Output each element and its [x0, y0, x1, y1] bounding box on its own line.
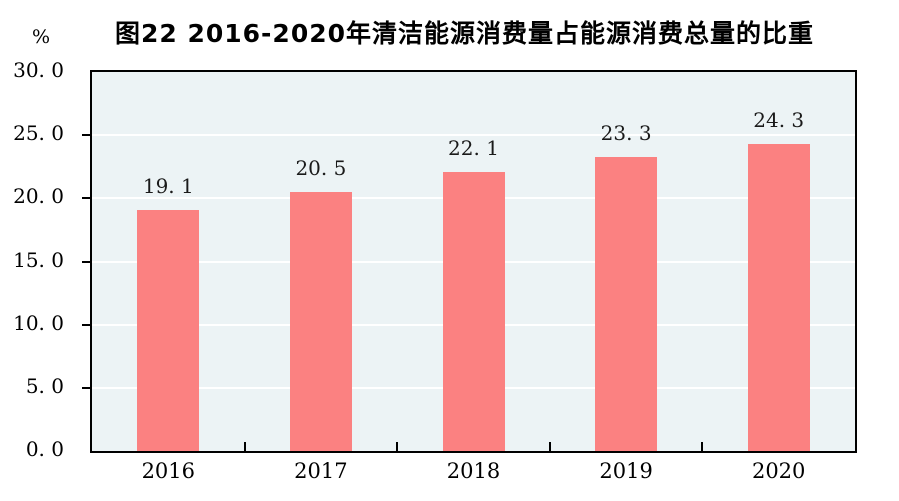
chart-title: 图22 2016-2020年清洁能源消费量占能源消费总量的比重 — [114, 19, 815, 48]
y-axis-tick-icon — [82, 323, 90, 326]
bar-value-label: 24. 3 — [753, 108, 805, 133]
x-axis-tick-icon — [243, 442, 246, 451]
y-axis-tick-icon — [82, 386, 90, 389]
y-axis-tick-label: 20. 0 — [13, 184, 64, 209]
y-axis-tick-label: 30. 0 — [13, 58, 64, 82]
bar — [442, 171, 505, 451]
x-axis-tick-label: 2016 — [141, 459, 196, 483]
y-axis-tick-icon — [82, 134, 90, 137]
y-axis-tick-label: 15. 0 — [13, 247, 64, 272]
x-axis-tick-label: 2017 — [294, 459, 348, 483]
bar-value-label: 20. 5 — [295, 156, 347, 181]
bar — [595, 156, 658, 451]
plot-area: 19. 1 20. 5 22. 1 23. 3 24. 3 — [82, 70, 857, 453]
gridline — [92, 134, 855, 137]
bar — [747, 144, 810, 451]
y-axis-tick-label: 25. 0 — [13, 121, 64, 146]
x-axis-tick-label: 2020 — [751, 459, 806, 483]
bar-value-label: 22. 1 — [448, 135, 499, 160]
x-axis-tick-icon — [396, 442, 399, 451]
x-axis-tick-label: 2019 — [599, 459, 653, 483]
bar-value-label: 23. 3 — [600, 120, 652, 145]
y-axis-tick-icon — [82, 260, 90, 263]
x-axis-tick-icon — [701, 442, 704, 451]
y-axis-unit-label: % — [32, 26, 51, 48]
y-axis-tick-label: 0. 0 — [25, 437, 64, 461]
bar — [289, 192, 352, 451]
bar-value-label: 19. 1 — [142, 173, 194, 198]
bar — [137, 209, 200, 451]
x-axis-tick-label: 2018 — [446, 459, 501, 483]
y-axis-tick-icon — [82, 197, 90, 200]
y-axis-tick-label: 5. 0 — [25, 373, 64, 398]
y-axis-tick-label: 10. 0 — [13, 310, 64, 335]
x-axis-tick-icon — [548, 442, 551, 451]
